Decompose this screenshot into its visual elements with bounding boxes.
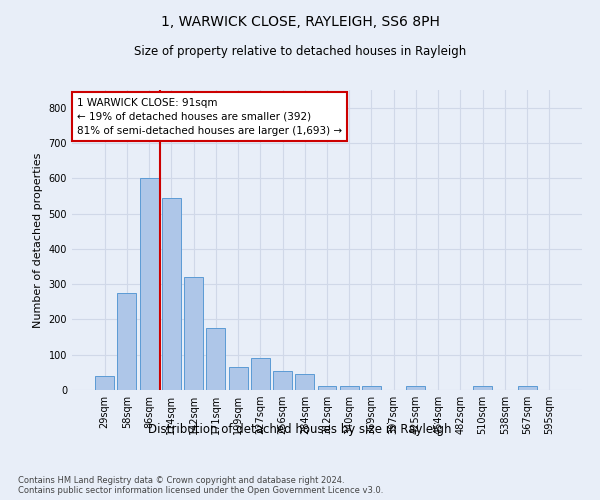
Bar bbox=[162, 198, 181, 390]
Bar bbox=[118, 293, 136, 390]
Text: Distribution of detached houses by size in Rayleigh: Distribution of detached houses by size … bbox=[148, 422, 452, 436]
Text: Size of property relative to detached houses in Rayleigh: Size of property relative to detached ho… bbox=[134, 45, 466, 58]
Bar bbox=[317, 386, 337, 390]
Text: 1 WARWICK CLOSE: 91sqm
← 19% of detached houses are smaller (392)
81% of semi-de: 1 WARWICK CLOSE: 91sqm ← 19% of detached… bbox=[77, 98, 342, 136]
Bar bbox=[184, 277, 203, 390]
Bar bbox=[518, 386, 536, 390]
Text: Contains HM Land Registry data © Crown copyright and database right 2024.
Contai: Contains HM Land Registry data © Crown c… bbox=[18, 476, 383, 495]
Bar bbox=[473, 386, 492, 390]
Text: 1, WARWICK CLOSE, RAYLEIGH, SS6 8PH: 1, WARWICK CLOSE, RAYLEIGH, SS6 8PH bbox=[161, 15, 439, 29]
Y-axis label: Number of detached properties: Number of detached properties bbox=[33, 152, 43, 328]
Bar bbox=[229, 367, 248, 390]
Bar bbox=[273, 370, 292, 390]
Bar bbox=[340, 386, 359, 390]
Bar bbox=[206, 328, 225, 390]
Bar bbox=[406, 386, 425, 390]
Bar bbox=[95, 376, 114, 390]
Bar bbox=[362, 386, 381, 390]
Bar bbox=[140, 178, 158, 390]
Bar bbox=[251, 358, 270, 390]
Bar bbox=[295, 374, 314, 390]
